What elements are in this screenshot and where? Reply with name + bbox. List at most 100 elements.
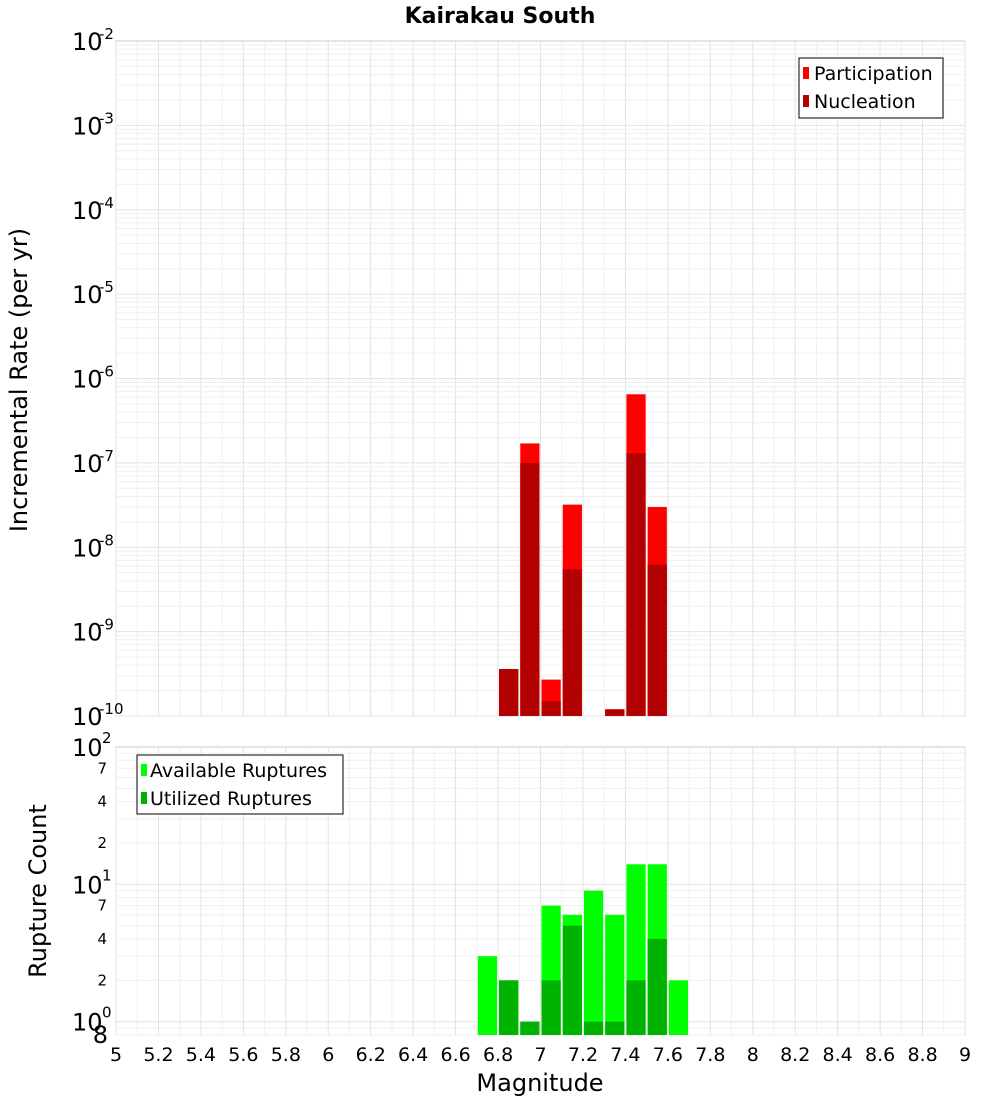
y-tick-exponent: -9 xyxy=(99,616,114,634)
count-y-decade-label: 10 0 xyxy=(72,1004,112,1037)
x-tick-label: 8 xyxy=(747,1044,759,1066)
count-bars xyxy=(477,864,689,1035)
x-tick-label: 6 xyxy=(322,1044,334,1066)
y-tick-base: 10 xyxy=(72,534,103,562)
x-tick-label: 7.8 xyxy=(695,1044,725,1066)
x-tick-label: 5 xyxy=(110,1044,122,1066)
y-tick-base: 10 xyxy=(72,281,103,309)
y-tick-exponent: -7 xyxy=(99,447,114,465)
rate-bar-nucleation xyxy=(520,462,540,716)
count-bar-utilized-ruptures xyxy=(499,980,519,1035)
count-bar-utilized-ruptures xyxy=(562,925,582,1035)
count-bar-utilized-ruptures xyxy=(605,1021,625,1035)
count-y-minor-tick-label: 4 xyxy=(97,930,107,948)
legend-label-nucleation: Nucleation xyxy=(814,91,916,113)
count-bar-available-ruptures xyxy=(583,890,604,1035)
y-tick-exponent: -4 xyxy=(99,194,114,212)
x-tick-label: 6.8 xyxy=(483,1044,513,1066)
count-y-minor-tick-label: 2 xyxy=(97,834,107,852)
count-y-axis-label: Rupture Count xyxy=(24,804,52,978)
chart-title: Kairakau South xyxy=(405,4,596,29)
x-tick-label: 7 xyxy=(534,1044,546,1066)
x-tick-label: 8.8 xyxy=(907,1044,937,1066)
x-tick-label: 8.2 xyxy=(780,1044,810,1066)
x-tick-label: 5.8 xyxy=(271,1044,301,1066)
rate-bar-nucleation xyxy=(541,701,561,716)
y-tick-base: 10 xyxy=(72,450,103,478)
count-bar-utilized-ruptures xyxy=(583,1021,604,1035)
count-bar-available-ruptures xyxy=(668,980,689,1035)
y-tick-exponent: 0 xyxy=(102,1004,112,1022)
rate-y-tick-label: 10-10 xyxy=(72,700,124,731)
x-tick-label: 8.6 xyxy=(865,1044,895,1066)
legend-label-available-ruptures: Available Ruptures xyxy=(150,760,327,782)
y-tick-base: 10 xyxy=(72,871,103,899)
x-tick-label: 9 xyxy=(959,1044,971,1066)
count-legend-box xyxy=(136,754,344,815)
rate-legend-box xyxy=(798,57,944,119)
count-y-minor-tick-label: 7 xyxy=(97,897,107,915)
rate-gridlines xyxy=(115,41,966,717)
y-tick-exponent: -5 xyxy=(99,278,114,296)
x-tick-label: 5.6 xyxy=(228,1044,258,1066)
count-bar-utilized-ruptures xyxy=(647,939,667,1035)
count-y-minor-tick-label: 7 xyxy=(97,759,107,777)
count-bar-utilized-ruptures xyxy=(626,980,646,1035)
legend-swatch-available-ruptures xyxy=(141,764,147,776)
rate-bar-nucleation xyxy=(626,453,646,716)
magnitude-tick-labels: 5 5.2 5.4 5.6 5.8 6 6.2 6.4 6.6 6.8 7 7.2 7.4 7.6 7.8 8… xyxy=(110,1044,971,1066)
y-tick-base: 10 xyxy=(72,197,103,225)
rate-y-tick-label: 10-4 xyxy=(72,194,114,225)
legend-swatch-nucleation xyxy=(803,95,809,107)
rate-y-tick-label: 10-3 xyxy=(72,109,114,140)
y-tick-base: 10 xyxy=(72,703,103,731)
y-tick-exponent: 1 xyxy=(102,866,112,884)
y-tick-base: 10 xyxy=(72,366,103,394)
x-tick-label: 7.6 xyxy=(653,1044,683,1066)
y-tick-base: 10 xyxy=(72,28,103,56)
count-legend: Available Ruptures Utilized Ruptures xyxy=(136,754,344,815)
y-tick-exponent: -10 xyxy=(99,700,124,718)
rate-y-tick-label: 10-9 xyxy=(72,616,114,647)
count-y-minor-tick-label: 2 xyxy=(97,971,107,989)
count-bar-utilized-ruptures xyxy=(520,1021,540,1035)
x-tick-label: 8.4 xyxy=(823,1044,853,1066)
y-tick-exponent: -3 xyxy=(99,109,114,127)
rate-y-tick-label: 10-5 xyxy=(72,278,114,309)
x-tick-label: 6.6 xyxy=(440,1044,470,1066)
legend-swatch-participation xyxy=(803,67,809,79)
rate-y-tick-label: 10-6 xyxy=(72,363,114,394)
y-tick-base: 10 xyxy=(72,619,103,647)
x-tick-label: 7.2 xyxy=(568,1044,598,1066)
y-tick-exponent: -2 xyxy=(99,25,114,43)
count-bar-available-ruptures xyxy=(605,914,625,1035)
y-tick-base: 10 xyxy=(72,112,103,140)
legend-label-utilized-ruptures: Utilized Ruptures xyxy=(150,788,312,810)
rate-legend: Participation Nucleation xyxy=(798,57,944,119)
count-y-decade-label: 10 1 xyxy=(72,866,112,899)
y-tick-exponent: -6 xyxy=(99,363,114,381)
y-tick-base: 10 xyxy=(72,1009,103,1037)
rate-bar-nucleation xyxy=(499,669,519,716)
rate-bar-nucleation xyxy=(605,709,625,716)
count-bar-available-ruptures xyxy=(477,956,498,1035)
rate-bar-nucleation xyxy=(562,569,582,716)
rate-y-tick-label: 10-2 xyxy=(72,25,114,56)
rate-y-tick-label: 10-8 xyxy=(72,531,114,562)
count-bar-utilized-ruptures xyxy=(541,980,561,1035)
x-tick-label: 6.4 xyxy=(398,1044,428,1066)
y-tick-exponent: 2 xyxy=(102,729,112,747)
count-y-minor-tick-label: 8 xyxy=(93,1021,108,1049)
rate-bars xyxy=(499,394,667,716)
count-y-minor-tick-label: 4 xyxy=(97,793,107,811)
rate-y-tick-label: 10-7 xyxy=(72,447,114,478)
x-tick-label: 6.2 xyxy=(356,1044,386,1066)
legend-label-participation: Participation xyxy=(814,63,933,85)
x-axis-label: Magnitude xyxy=(476,1069,603,1097)
